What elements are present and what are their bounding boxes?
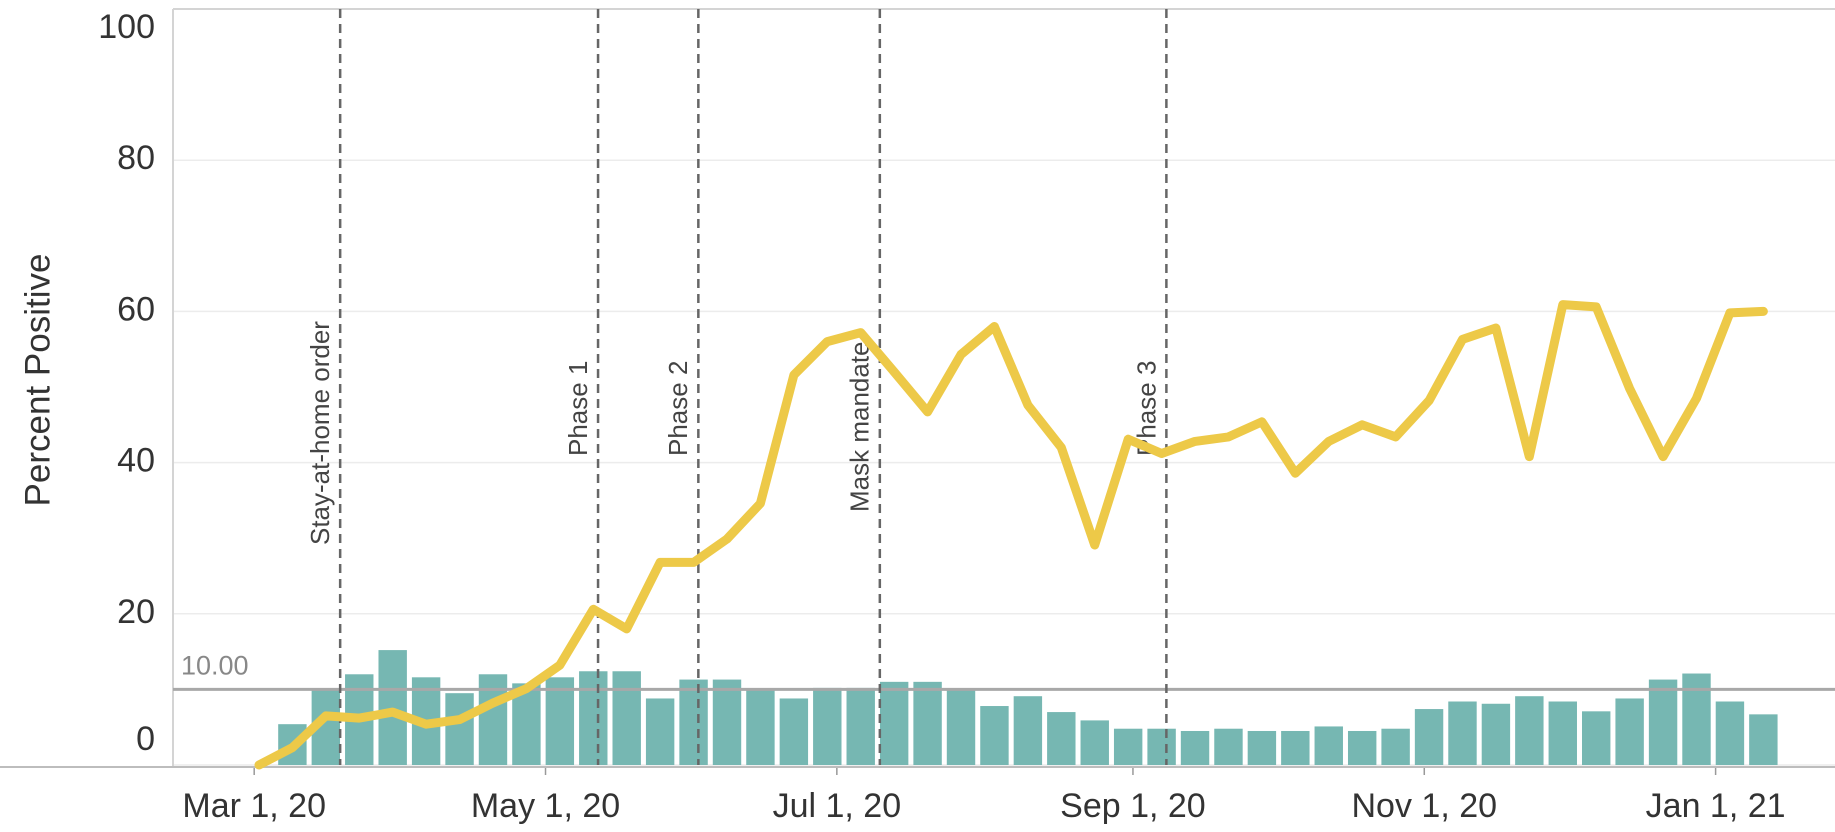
bar: [712, 679, 742, 765]
x-tick-label: Jan 1, 21: [1646, 787, 1786, 825]
bar: [1147, 728, 1176, 765]
line: [254, 300, 1768, 770]
annotation-label: Mask mandate: [845, 341, 875, 512]
bar: [1715, 701, 1745, 765]
bar: [1247, 730, 1277, 765]
bar: [679, 679, 708, 765]
bar: [746, 690, 775, 765]
bar: [478, 674, 508, 765]
bar: [846, 687, 875, 765]
y-tick-label: 100: [98, 8, 155, 46]
bar: [445, 693, 474, 765]
y-tick-label: 40: [117, 442, 155, 480]
bar: [879, 681, 909, 765]
bar: [980, 706, 1009, 765]
bar: [1481, 703, 1511, 765]
y-tick-label: 0: [136, 720, 155, 758]
annotation-label: Phase 1: [563, 361, 593, 456]
annotation-label: Phase 2: [663, 361, 693, 456]
annotation-label: Stay-at-home order: [305, 321, 335, 545]
bar: [1113, 728, 1143, 765]
x-tick-label: Nov 1, 20: [1352, 787, 1498, 825]
bar: [579, 671, 608, 765]
bar: [645, 698, 675, 765]
bar: [1648, 679, 1678, 765]
bar: [1381, 728, 1410, 765]
y-tick-label: 20: [117, 593, 155, 631]
y-tick-label: 80: [117, 139, 155, 177]
bar: [1448, 701, 1477, 765]
x-tick-label: Jul 1, 20: [773, 787, 902, 825]
x-tick-label: Sep 1, 20: [1060, 787, 1206, 825]
bar: [779, 698, 809, 765]
bar: [1615, 698, 1644, 765]
x-tick-label: May 1, 20: [471, 787, 620, 825]
bar: [1013, 696, 1043, 765]
bar: [1515, 696, 1544, 765]
bar: [813, 687, 842, 765]
bar: [612, 671, 641, 765]
y-tick-label: 60: [117, 290, 155, 328]
bar: [1214, 728, 1243, 765]
bar: [1749, 714, 1778, 765]
x-tick-label: Mar 1, 20: [182, 787, 326, 825]
reference-label: 10.00: [181, 651, 249, 681]
bar: [913, 681, 942, 765]
bar: [1180, 730, 1210, 765]
bar: [378, 650, 407, 765]
bar: [1548, 701, 1577, 765]
bar: [1047, 712, 1076, 765]
bar: [1414, 709, 1444, 765]
y-axis-title: Percent Positive: [18, 254, 57, 507]
bar: [1314, 726, 1343, 765]
bar: [1581, 711, 1611, 765]
bar: [1347, 730, 1377, 765]
bar: [1281, 730, 1310, 765]
bar: [946, 690, 976, 765]
bar: [545, 677, 575, 765]
bar: [1682, 673, 1711, 765]
bar: [1080, 720, 1109, 765]
